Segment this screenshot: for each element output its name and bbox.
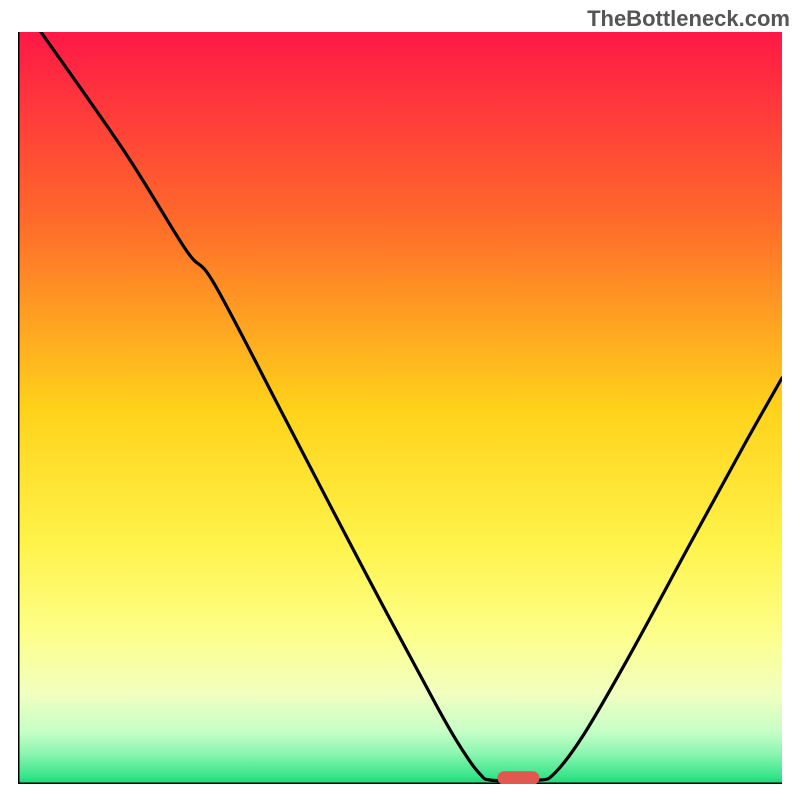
chart-svg — [18, 32, 782, 784]
optimal-marker — [497, 771, 539, 784]
gradient-band — [18, 754, 782, 777]
chart-container: TheBottleneck.com — [0, 0, 800, 800]
gradient-band — [18, 634, 782, 695]
gradient-band — [18, 220, 782, 409]
gradient-band — [18, 408, 782, 544]
gradient-band — [18, 32, 782, 221]
gradient-band — [18, 694, 782, 732]
plot-area — [18, 32, 782, 784]
watermark-text: TheBottleneck.com — [587, 6, 790, 32]
gradient-band — [18, 731, 782, 754]
